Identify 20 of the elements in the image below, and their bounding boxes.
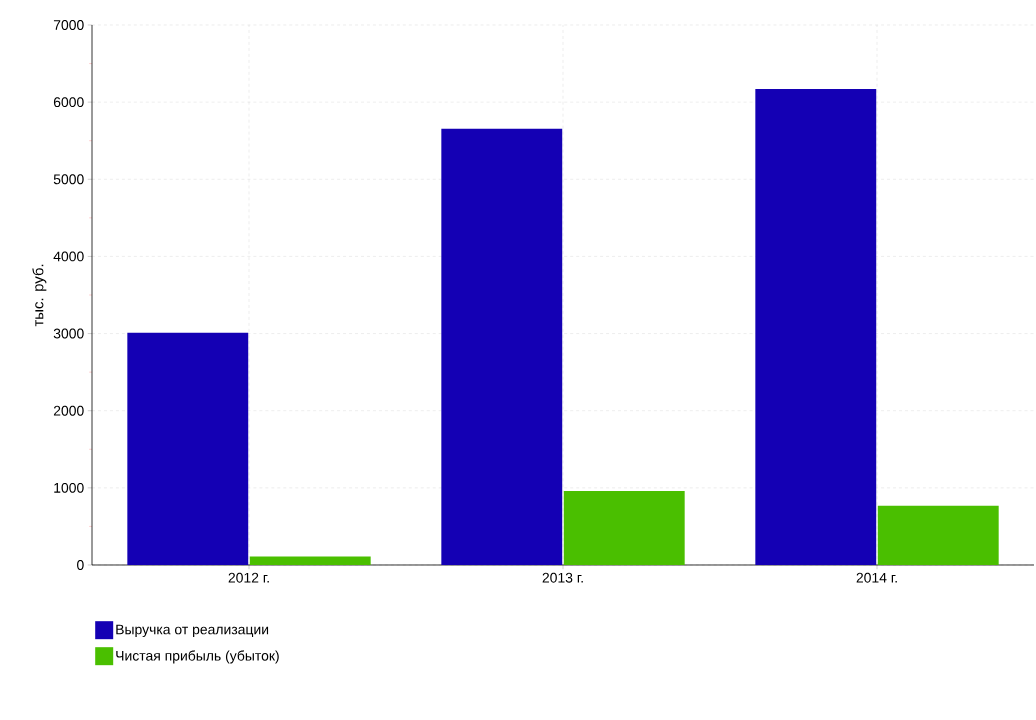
x-tick-label: 2014 г.	[856, 572, 897, 583]
y-tick-label: 1000	[54, 482, 84, 493]
legend-label: Выручка от реализации	[116, 624, 269, 638]
y-tick-label: 6000	[53, 97, 84, 108]
bar	[127, 332, 249, 565]
bar	[755, 89, 877, 565]
bar	[877, 505, 999, 565]
x-tick-label: 2013 г.	[542, 572, 583, 583]
legend-label: Чистая прибыль (убыток)	[116, 650, 279, 664]
y-tick-label: 7000	[53, 20, 84, 30]
y-axis-title: тыс. руб.	[32, 264, 47, 327]
y-tick-label: 5000	[53, 174, 84, 185]
bar	[563, 490, 685, 565]
y-tick-label: 2000	[53, 405, 84, 416]
bar	[441, 128, 563, 565]
y-tick-label: 0	[77, 560, 84, 570]
y-tick-label: 3000	[53, 328, 84, 339]
x-tick-label: 2012 г.	[228, 572, 269, 583]
y-tick-label: 4000	[53, 251, 84, 262]
bar	[249, 556, 371, 565]
